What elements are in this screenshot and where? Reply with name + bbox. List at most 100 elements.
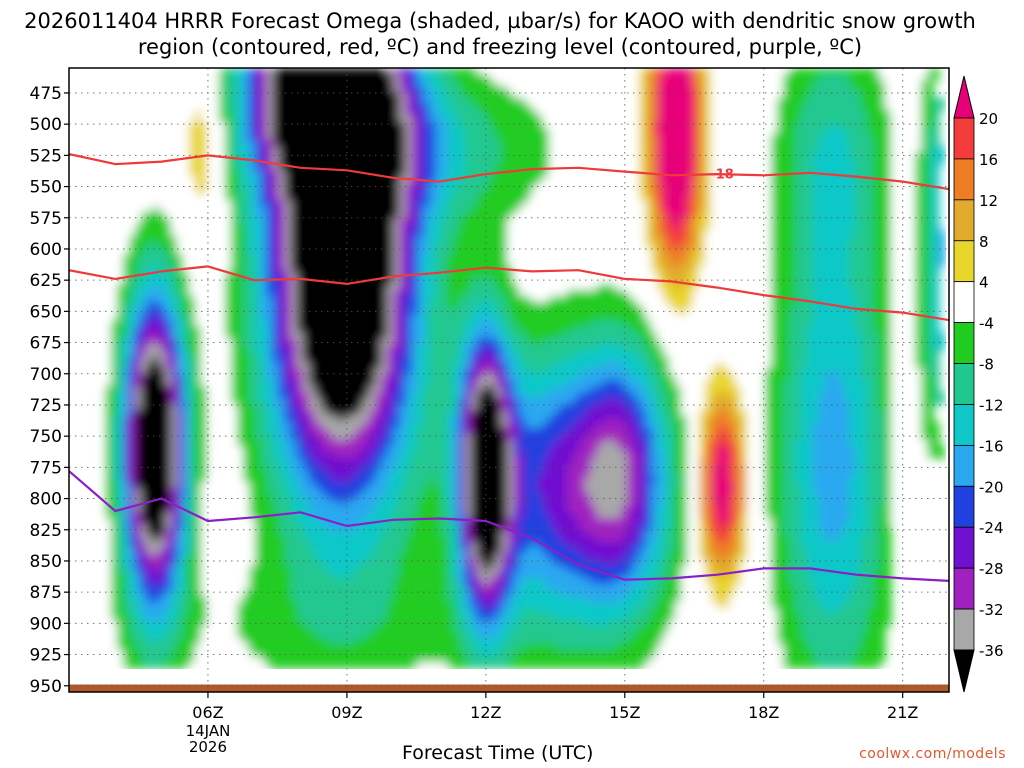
omega-cell (183, 362, 190, 369)
omega-cell (69, 266, 124, 273)
omega-cell (231, 128, 238, 135)
omega-cell (267, 188, 274, 195)
omega-cell (861, 350, 880, 357)
omega-cell (453, 494, 460, 501)
omega-cell (69, 212, 142, 219)
omega-cell (651, 494, 664, 501)
omega-cell (363, 488, 388, 495)
omega-cell (165, 374, 172, 381)
omega-cell (855, 212, 874, 219)
omega-cell (123, 572, 130, 579)
omega-cell (237, 188, 250, 195)
omega-cell (423, 176, 436, 183)
omega-cell (693, 128, 700, 135)
omega-cell (681, 398, 706, 405)
omega-cell (405, 146, 412, 153)
omega-cell (393, 512, 418, 519)
omega-cell (297, 608, 388, 615)
omega-cell (297, 338, 304, 345)
omega-cell (729, 476, 736, 483)
omega-cell (507, 428, 514, 435)
omega-cell (231, 122, 238, 129)
omega-cell (171, 386, 178, 393)
omega-cell (699, 488, 706, 495)
omega-cell (501, 368, 508, 375)
omega-cell (147, 368, 166, 375)
omega-cell (657, 338, 772, 345)
omega-cell (699, 506, 706, 513)
omega-cell (69, 506, 106, 513)
omega-cell (771, 248, 796, 255)
omega-cell (729, 416, 742, 423)
omega-cell (231, 242, 244, 249)
omega-cell (705, 188, 712, 195)
omega-cell (669, 488, 676, 495)
omega-cell (279, 410, 286, 417)
omega-cell (207, 134, 226, 141)
omega-cell (657, 182, 664, 189)
omega-cell (699, 554, 706, 561)
omega-cell (927, 170, 934, 177)
omega-cell (501, 560, 508, 567)
omega-cell (921, 104, 934, 111)
omega-cell (873, 218, 892, 225)
omega-cell (279, 428, 292, 435)
omega-cell (189, 164, 208, 171)
omega-cell (519, 386, 556, 393)
omega-cell (231, 344, 244, 351)
omega-cell (783, 392, 802, 399)
omega-cell (507, 554, 514, 561)
omega-cell (453, 542, 460, 549)
omega-cell (663, 374, 676, 381)
omega-cell (381, 362, 388, 369)
omega-cell (429, 116, 442, 123)
omega-cell (201, 524, 256, 531)
omega-cell (291, 374, 304, 381)
omega-cell (183, 506, 190, 513)
omega-cell (117, 422, 124, 429)
omega-cell (153, 206, 160, 213)
omega-cell (717, 428, 730, 435)
omega-cell (849, 596, 874, 603)
omega-cell (543, 578, 592, 585)
omega-cell (927, 194, 934, 201)
omega-cell (525, 200, 646, 207)
omega-cell (399, 284, 406, 291)
omega-cell (885, 98, 922, 105)
omega-cell (933, 380, 940, 387)
omega-cell (267, 428, 280, 435)
omega-cell (129, 410, 136, 417)
omega-cell (405, 266, 412, 273)
omega-cell (207, 122, 226, 129)
omega-cell (477, 368, 496, 375)
omega-cell (459, 512, 466, 519)
omega-cell (783, 92, 808, 99)
omega-cell (507, 560, 514, 567)
omega-cell (189, 170, 208, 177)
omega-cell (807, 638, 862, 645)
omega-cell (225, 182, 238, 189)
omega-cell (639, 428, 652, 435)
y-tick-label: 625 (30, 271, 62, 291)
omega-cell (657, 476, 664, 483)
omega-cell (789, 68, 880, 75)
omega-cell (273, 356, 286, 363)
omega-cell (477, 200, 526, 207)
omega-cell (459, 404, 466, 411)
omega-cell (501, 362, 508, 369)
omega-cell (249, 584, 292, 591)
omega-cell (69, 284, 118, 291)
omega-cell (135, 296, 142, 303)
omega-cell (405, 542, 448, 549)
omega-cell (231, 224, 244, 231)
omega-cell (183, 566, 190, 573)
omega-cell (867, 422, 886, 429)
omega-cell (285, 224, 292, 231)
omega-cell (393, 308, 400, 315)
omega-cell (285, 248, 292, 255)
omega-cell (405, 332, 412, 339)
omega-cell (177, 338, 184, 345)
omega-cell (273, 344, 280, 351)
omega-cell (423, 254, 436, 261)
omega-cell (513, 404, 520, 411)
